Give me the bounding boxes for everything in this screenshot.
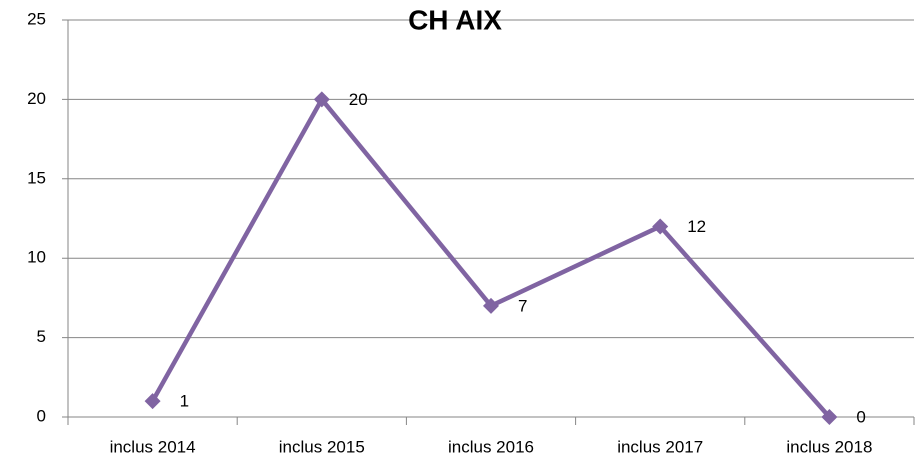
x-tick-label: inclus 2016	[448, 437, 534, 456]
x-tick-label: inclus 2018	[786, 437, 872, 456]
marker	[313, 91, 330, 108]
y-tick-label: 10	[27, 248, 46, 267]
x-tick-label: inclus 2015	[279, 437, 365, 456]
marker	[821, 409, 838, 425]
y-tick-label: 0	[37, 406, 46, 425]
data-label: 12	[687, 217, 706, 236]
data-label: 20	[349, 90, 368, 109]
marker	[483, 297, 499, 314]
chart-title: CH AIX	[408, 4, 502, 35]
x-tick-label: inclus 2014	[110, 437, 196, 456]
marker	[144, 393, 161, 410]
y-tick-label: 20	[27, 89, 46, 108]
data-label: 1	[180, 392, 189, 411]
y-tick-label: 15	[27, 168, 46, 187]
x-tick-label: inclus 2017	[617, 437, 703, 456]
data-label: 0	[856, 407, 865, 426]
marker	[652, 218, 669, 235]
data-label: 7	[518, 296, 527, 315]
y-tick-label: 25	[27, 9, 46, 28]
y-tick-label: 5	[37, 327, 46, 346]
